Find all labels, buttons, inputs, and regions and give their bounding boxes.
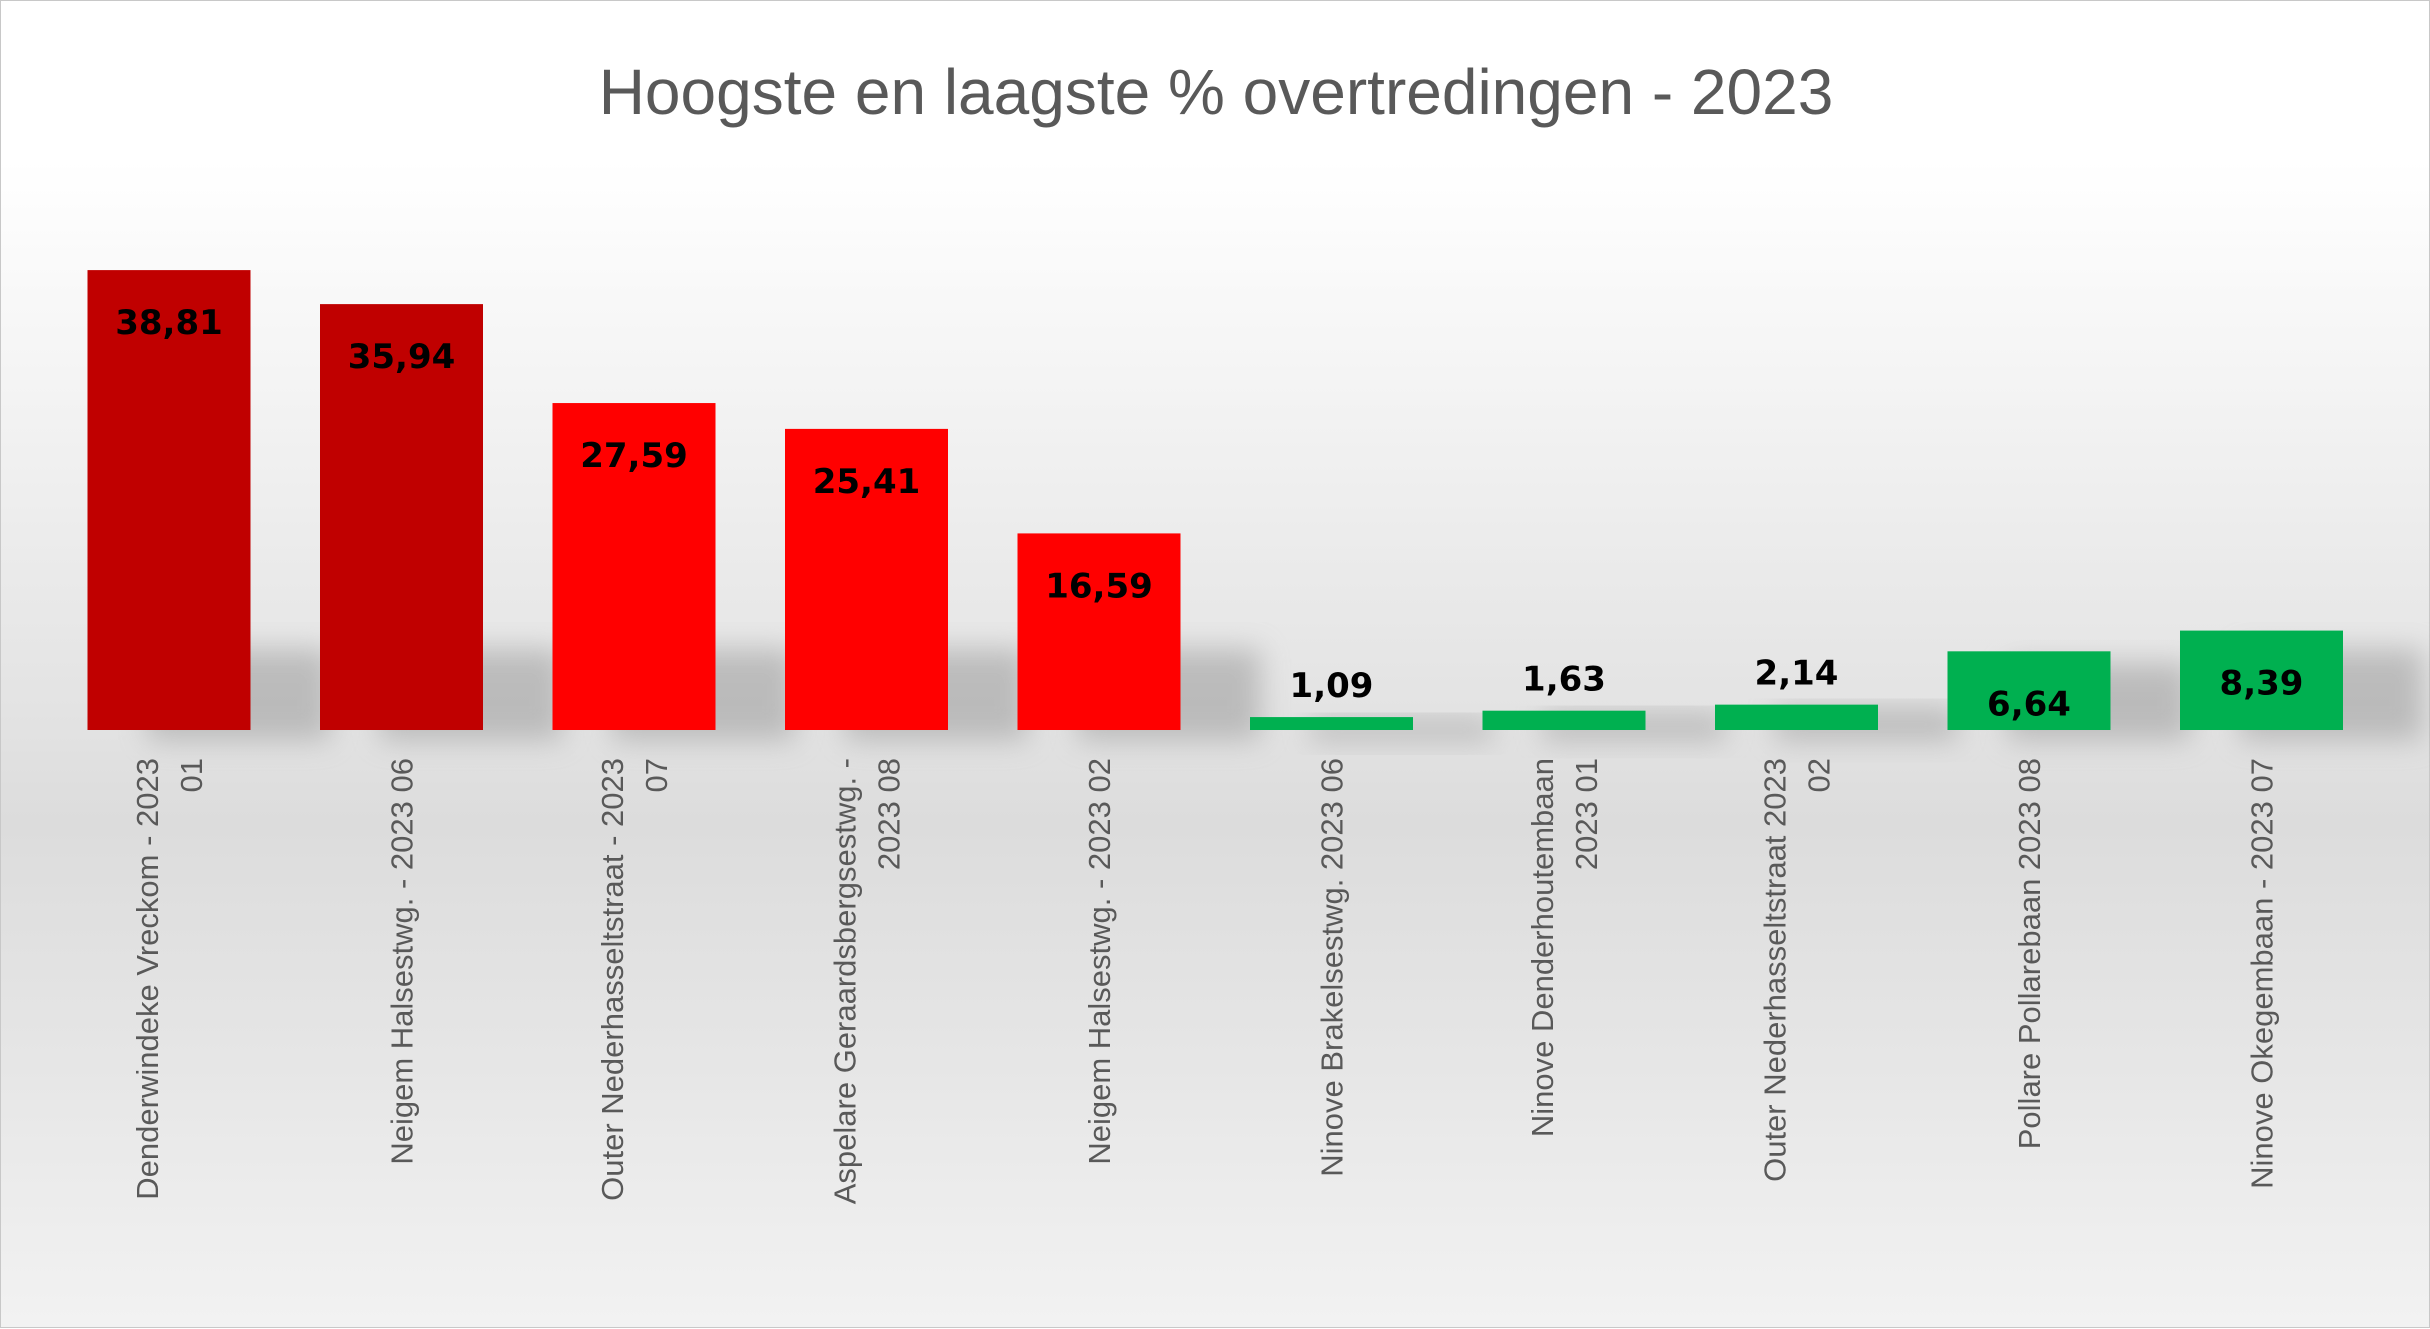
value-label-8: 2,14 xyxy=(1755,654,1839,694)
value-labels: 38,81 35,94 27,59 25,41 16,59 1,09 1,63 2,14 6,6… xyxy=(115,303,2303,724)
category-label-8: Outer Nederhasseltstraat 2023 02 xyxy=(1758,758,1837,1182)
category-label-line: Ninove Denderhoutembaan xyxy=(1525,758,1560,1137)
bar-10 xyxy=(2180,630,2343,730)
category-label-line: 2023 08 xyxy=(872,758,907,870)
bar-2 xyxy=(320,304,483,730)
value-label-6: 1,09 xyxy=(1290,666,1374,706)
chart-title: Hoogste en laagste % overtredingen - 202… xyxy=(599,56,1834,128)
category-label-line: Denderwindeke Vreckom - 2023 xyxy=(130,758,165,1200)
category-label-line: Ninove Okegembaan - 2023 07 xyxy=(2245,758,2280,1189)
bars xyxy=(87,270,2343,730)
category-label-7: Ninove Denderhoutembaan 2023 01 xyxy=(1525,758,1604,1137)
category-label-line: Pollare Pollarebaan 2023 08 xyxy=(2012,758,2047,1149)
category-label-line: 02 xyxy=(1802,758,1837,792)
category-label-line: 2023 01 xyxy=(1569,758,1604,870)
bar-6 xyxy=(1250,717,1413,730)
value-label-3: 27,59 xyxy=(580,436,688,476)
category-label-line: Outer Nederhasseltstraat - 2023 xyxy=(595,758,630,1201)
category-label-line: 01 xyxy=(174,758,209,792)
bar-7 xyxy=(1482,710,1646,730)
value-label-1: 38,81 xyxy=(115,303,223,343)
value-label-9: 6,64 xyxy=(1987,684,2071,724)
category-labels: Denderwindeke Vreckom - 2023 01 Neigem Hal… xyxy=(130,758,2280,1204)
bar-4 xyxy=(785,428,948,730)
category-label-6: Ninove Brakelsestwg. 2023 06 xyxy=(1315,758,1350,1177)
bar-1 xyxy=(87,270,251,730)
category-label-line: Ninove Brakelsestwg. 2023 06 xyxy=(1315,758,1350,1177)
category-label-10: Ninove Okegembaan - 2023 07 xyxy=(2245,758,2280,1189)
value-label-10: 8,39 xyxy=(2220,664,2304,704)
category-label-line: Neigem Halsestwg. - 2023 06 xyxy=(385,758,420,1165)
bar-8 xyxy=(1715,704,1878,730)
category-label-line: Neigem Halsestwg. - 2023 02 xyxy=(1082,758,1117,1165)
category-label-2: Neigem Halsestwg. - 2023 06 xyxy=(385,758,420,1165)
bar-3 xyxy=(552,403,716,730)
category-label-4: Aspelare Geraardsbergsestwg. - 2023 08 xyxy=(828,758,907,1204)
category-label-9: Pollare Pollarebaan 2023 08 xyxy=(2012,758,2047,1149)
category-label-3: Outer Nederhasseltstraat - 2023 07 xyxy=(595,758,674,1201)
value-label-4: 25,41 xyxy=(813,462,921,502)
category-label-5: Neigem Halsestwg. - 2023 02 xyxy=(1082,758,1117,1165)
category-label-line: Aspelare Geraardsbergsestwg. - xyxy=(828,758,863,1204)
category-label-line: Outer Nederhasseltstraat 2023 xyxy=(1758,758,1793,1182)
value-label-2: 35,94 xyxy=(348,337,456,377)
bar-5 xyxy=(1017,533,1181,730)
value-label-5: 16,59 xyxy=(1045,566,1153,606)
value-label-7: 1,63 xyxy=(1522,660,1606,700)
bar-9 xyxy=(1947,651,2111,730)
category-label-line: 07 xyxy=(639,758,674,792)
category-label-1: Denderwindeke Vreckom - 2023 01 xyxy=(130,758,209,1200)
